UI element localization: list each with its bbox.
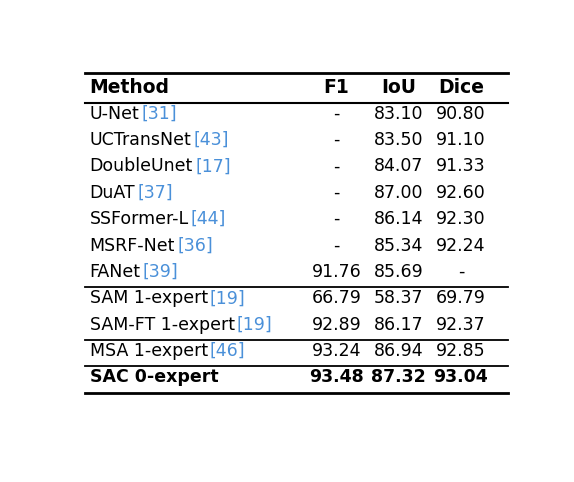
Text: 90.80: 90.80 [436, 105, 486, 122]
Text: 92.37: 92.37 [436, 316, 486, 334]
Text: 85.34: 85.34 [374, 237, 424, 254]
Text: 58.37: 58.37 [374, 289, 424, 308]
Text: 87.00: 87.00 [374, 184, 424, 202]
Text: U-Net: U-Net [90, 105, 139, 122]
Text: 91.33: 91.33 [436, 157, 486, 175]
Text: 86.17: 86.17 [374, 316, 424, 334]
Text: Dice: Dice [438, 78, 484, 97]
Text: -: - [333, 184, 340, 202]
Text: F1: F1 [324, 78, 350, 97]
Text: -: - [333, 131, 340, 149]
Text: 69.79: 69.79 [436, 289, 486, 308]
Text: 87.32: 87.32 [371, 368, 426, 387]
Text: [19]: [19] [210, 289, 246, 308]
Text: DoubleUnet: DoubleUnet [90, 157, 193, 175]
Text: [17]: [17] [195, 157, 231, 175]
Text: 86.94: 86.94 [374, 342, 424, 360]
Text: 93.48: 93.48 [309, 368, 364, 387]
Text: 93.04: 93.04 [433, 368, 488, 387]
Text: 66.79: 66.79 [312, 289, 362, 308]
Text: 92.89: 92.89 [312, 316, 361, 334]
Text: [44]: [44] [191, 210, 226, 228]
Text: 93.24: 93.24 [312, 342, 361, 360]
Text: [36]: [36] [177, 237, 213, 254]
Text: 92.30: 92.30 [436, 210, 486, 228]
Text: 85.69: 85.69 [374, 263, 424, 281]
Text: Method: Method [90, 78, 169, 97]
Text: SAC 0-expert: SAC 0-expert [90, 368, 218, 387]
Text: 91.10: 91.10 [436, 131, 486, 149]
Text: 83.10: 83.10 [374, 105, 424, 122]
Text: 92.60: 92.60 [436, 184, 486, 202]
Text: DuAT: DuAT [90, 184, 135, 202]
Text: FANet: FANet [90, 263, 141, 281]
Text: 92.24: 92.24 [436, 237, 486, 254]
Text: -: - [333, 105, 340, 122]
Text: [37]: [37] [137, 184, 173, 202]
Text: -: - [458, 263, 464, 281]
Text: -: - [333, 237, 340, 254]
Text: [43]: [43] [193, 131, 229, 149]
Text: 84.07: 84.07 [374, 157, 424, 175]
Text: SAM-FT 1-expert: SAM-FT 1-expert [90, 316, 235, 334]
Text: IoU: IoU [381, 78, 416, 97]
Text: -: - [333, 157, 340, 175]
Text: MSRF-Net: MSRF-Net [90, 237, 175, 254]
Text: SSFormer-L: SSFormer-L [90, 210, 189, 228]
Text: 92.85: 92.85 [436, 342, 486, 360]
Text: SAM 1-expert: SAM 1-expert [90, 289, 208, 308]
Text: -: - [333, 210, 340, 228]
Text: MSA 1-expert: MSA 1-expert [90, 342, 208, 360]
Text: [31]: [31] [142, 105, 177, 122]
Text: 83.50: 83.50 [374, 131, 424, 149]
Text: [46]: [46] [210, 342, 246, 360]
Text: 91.76: 91.76 [312, 263, 361, 281]
Text: UCTransNet: UCTransNet [90, 131, 191, 149]
Text: [39]: [39] [143, 263, 179, 281]
Text: [19]: [19] [236, 316, 273, 334]
Text: 86.14: 86.14 [374, 210, 424, 228]
